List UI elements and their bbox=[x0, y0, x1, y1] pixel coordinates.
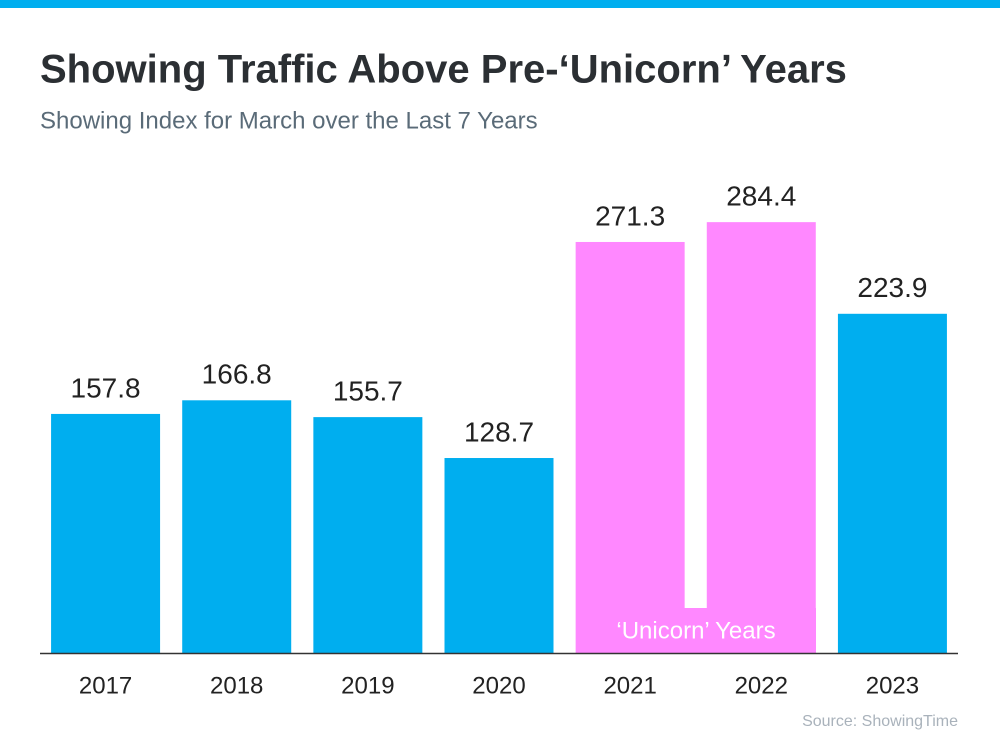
highlight-band bbox=[577, 608, 816, 653]
value-label: 271.3 bbox=[595, 200, 665, 231]
x-tick-label: 2019 bbox=[341, 672, 394, 699]
x-tick-label: 2023 bbox=[866, 672, 919, 699]
bar bbox=[444, 458, 554, 653]
x-tick-label: 2017 bbox=[79, 672, 132, 699]
value-label: 128.7 bbox=[464, 416, 534, 447]
bar bbox=[182, 400, 292, 653]
source: Source: ShowingTime bbox=[802, 713, 958, 730]
bar bbox=[51, 413, 161, 653]
x-tick-label: 2020 bbox=[472, 672, 525, 699]
value-label: 157.8 bbox=[71, 372, 141, 403]
chart-subtitle: Showing Index for March over the Last 7 … bbox=[40, 107, 538, 134]
bar bbox=[313, 417, 423, 653]
bar bbox=[575, 241, 685, 653]
bar bbox=[706, 222, 816, 653]
top-stripe bbox=[0, 0, 1000, 8]
value-label: 155.7 bbox=[333, 376, 403, 407]
value-label: 284.4 bbox=[726, 181, 796, 212]
x-tick-label: 2018 bbox=[210, 672, 263, 699]
x-tick-label: 2021 bbox=[603, 672, 656, 699]
value-label: 166.8 bbox=[202, 359, 272, 390]
chart-title: Showing Traffic Above Pre-‘Unicorn’ Year… bbox=[40, 48, 847, 92]
value-label: 223.9 bbox=[857, 272, 927, 303]
x-tick-label: 2022 bbox=[735, 672, 788, 699]
annotation: ‘Unicorn’ Years bbox=[616, 617, 775, 644]
bar bbox=[837, 313, 947, 653]
